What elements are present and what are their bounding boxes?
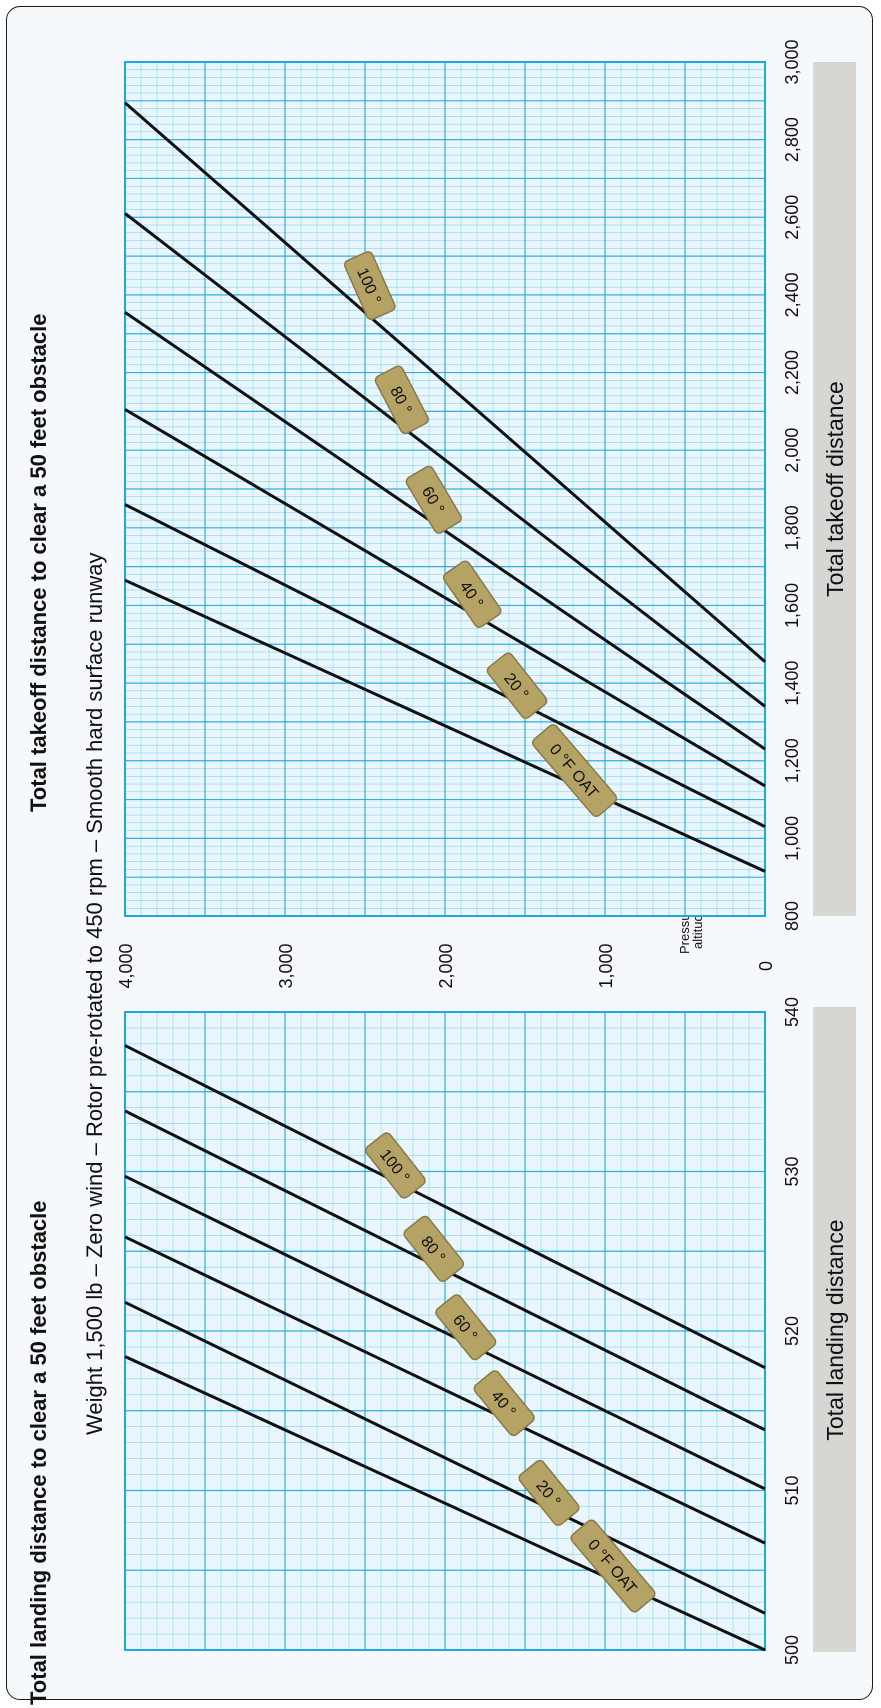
takeoff-x-label: Total takeoff distance: [822, 381, 848, 597]
landing-temperature-tag: 80 °: [403, 1215, 465, 1282]
takeoff-tag-plate: [486, 652, 548, 719]
landing-temperature-tag: 20 °: [518, 1459, 580, 1526]
takeoff-x-tick-label: 2,000: [782, 428, 802, 473]
pressure-altitude-tick-label: 2,000: [436, 943, 456, 988]
takeoff-series-line: [124, 408, 766, 788]
landing-x-tick-label: 520: [782, 1316, 802, 1346]
landing-tag-plate: [365, 1132, 426, 1199]
landing-plot-border: [124, 1011, 766, 1651]
takeoff-x-tick-label: 2,800: [782, 117, 802, 162]
takeoff-series-line: [124, 212, 766, 708]
landing-tag-plate: [473, 1370, 535, 1437]
takeoff-series-line: [124, 578, 766, 873]
takeoff-x-tick-label: 2,200: [782, 350, 802, 395]
takeoff-x-tick-label: 1,000: [782, 816, 802, 861]
takeoff-tag-plate: [405, 465, 462, 534]
landing-x-label: Total landing distance: [822, 1219, 848, 1440]
landing-series-line: [124, 1355, 766, 1652]
takeoff-tag-plate: [374, 365, 429, 435]
pressure-altitude-tick-label: 3,000: [276, 943, 296, 988]
landing-x-tick-label: 530: [782, 1156, 802, 1186]
takeoff-plot-border: [124, 61, 766, 917]
landing-tag-plate: [570, 1519, 656, 1613]
landing-tag-plate: [518, 1459, 580, 1526]
landing-series-line: [124, 1235, 766, 1545]
takeoff-x-tick-label: 1,400: [782, 661, 802, 706]
takeoff-series-line: [124, 503, 766, 829]
takeoff-temperature-tag: 80 °: [374, 365, 429, 435]
takeoff-tag-plate: [343, 251, 396, 321]
pressure-altitude-tick-label: 0: [756, 961, 776, 971]
pressure-altitude-label-2: altitude: [690, 907, 705, 949]
takeoff-temperature-tag: 60 °: [405, 465, 462, 534]
landing-series-line: [124, 1174, 766, 1491]
landing-x-tick-label: 510: [782, 1475, 802, 1505]
landing-x-tick-label: 540: [782, 997, 802, 1027]
landing-x-tick-label: 500: [782, 1635, 802, 1665]
takeoff-series-line: [124, 101, 766, 663]
landing-title: Total landing distance to clear a 50 fee…: [26, 1200, 51, 1705]
takeoff-x-tick-label: 2,600: [782, 195, 802, 240]
takeoff-tag-plate: [442, 560, 502, 628]
takeoff-tag-plate: [532, 724, 618, 817]
takeoff-x-tick-label: 3,000: [782, 39, 802, 84]
takeoff-axis-bar: [813, 62, 856, 916]
pressure-altitude-tick-label: 4,000: [116, 943, 136, 988]
takeoff-x-tick-label: 1,800: [782, 505, 802, 550]
takeoff-title: Total takeoff distance to clear a 50 fee…: [26, 314, 51, 812]
takeoff-x-tick-label: 1,600: [782, 583, 802, 628]
takeoff-x-tick-label: 1,200: [782, 738, 802, 783]
landing-tag-plate: [435, 1294, 497, 1361]
conditions-subtitle: Weight 1,500 lb – Zero wind – Rotor pre-…: [82, 552, 107, 1435]
landing-axis-bar: [813, 1007, 856, 1652]
pressure-altitude-tick-label: 1,000: [596, 943, 616, 988]
landing-tag-plate: [403, 1215, 465, 1282]
takeoff-x-tick-label: 2,400: [782, 272, 802, 317]
landing-series-line: [124, 1044, 766, 1370]
landing-series-line: [124, 1300, 766, 1615]
takeoff-x-tick-label: 800: [782, 901, 802, 931]
